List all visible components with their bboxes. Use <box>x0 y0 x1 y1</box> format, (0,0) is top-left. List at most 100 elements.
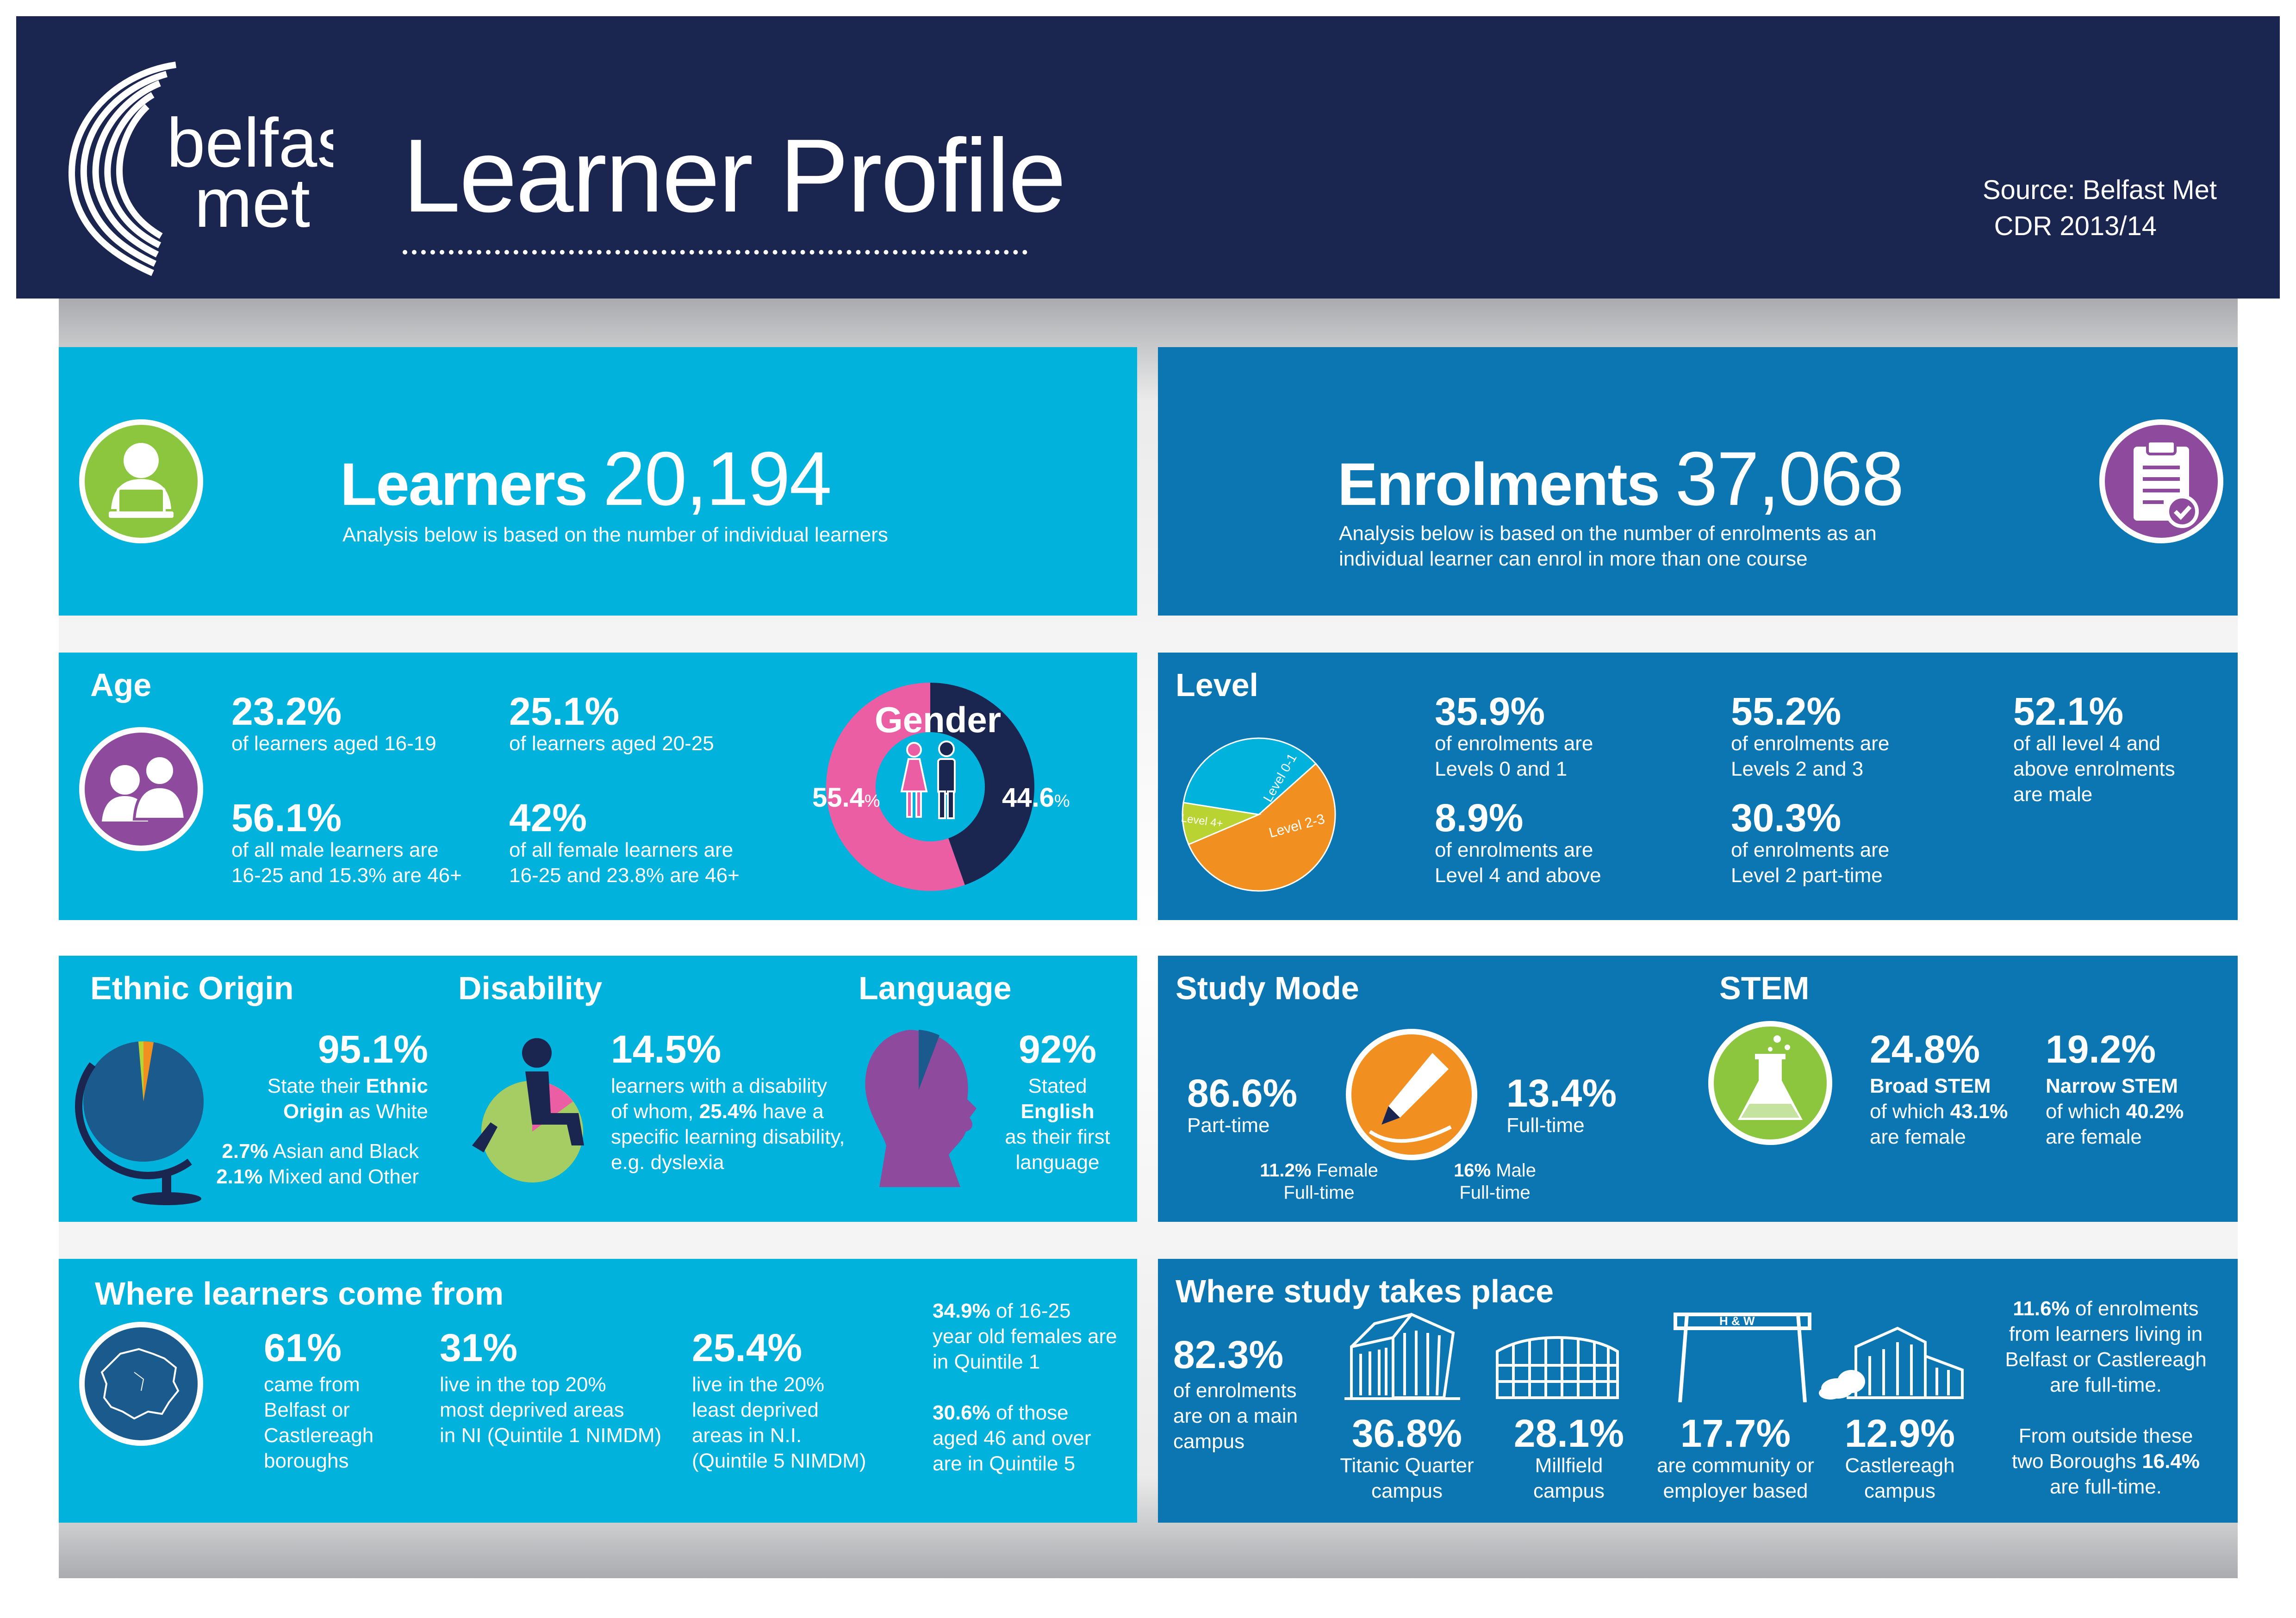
campus-value: 28.1% <box>1513 1412 1624 1455</box>
disability-text: of whom, <box>611 1100 699 1123</box>
narrow-stem-value: 19.2% <box>2046 1027 2156 1071</box>
source-note: Source: Belfast Met CDR 2013/14 <box>1851 172 2217 245</box>
ethnic-minor-groups: 2.7% Asian and Black 2.1% Mixed and Othe… <box>190 1139 419 1189</box>
age-stat-value: 23.2% <box>231 690 342 733</box>
parttime-stat: 86.6% Part-time <box>1187 1074 1297 1138</box>
ethnic-asian-text: Asian and Black <box>268 1140 419 1163</box>
campus-stat-castlereagh: 12.9% Castlereagh campus <box>1826 1414 1974 1504</box>
stem-heading: STEM <box>1719 970 1810 1006</box>
crane-letters: H & W <box>1719 1314 1755 1328</box>
ethnic-stat: 95.1% State their Ethnic Origin as White <box>236 1030 428 1124</box>
fulltime-note-text: two Boroughs <box>2011 1450 2142 1473</box>
campus-value: 17.7% <box>1680 1412 1791 1455</box>
level-stat-label: above enrolments <box>2013 758 2175 780</box>
gender-male-value: 44.6 <box>1002 783 1054 813</box>
where-from-line: areas in N.I. <box>692 1424 802 1447</box>
globe-icon <box>75 1041 204 1205</box>
language-line-1: Stated <box>1028 1075 1087 1097</box>
broad-stem-line: of which 43.1% <box>1870 1099 2008 1124</box>
campus-line: Castlereagh <box>1845 1454 1955 1477</box>
titanic-building-icon <box>1344 1313 1460 1400</box>
level-stat-label: Levels 2 and 3 <box>1731 758 1864 780</box>
fulltime-note-1-value: 11.6% <box>2013 1297 2070 1320</box>
fulltime-note-1-line-3: Belfast or Castlereagh <box>2005 1348 2207 1371</box>
broad-stem-female: are female <box>1870 1126 1966 1148</box>
level-slice-4-plus <box>1182 802 1262 846</box>
fulltime-note-1-line-1: 11.6% of enrolments <box>1985 1296 2226 1321</box>
fulltime-note-1-line-2: from learners living in <box>2009 1323 2203 1345</box>
broad-stem-stat: 24.8% Broad STEM of which 43.1% are fema… <box>1870 1030 2008 1150</box>
ethnic-text: State their <box>267 1075 366 1097</box>
ethnic-mixed-value: 2.1% <box>216 1165 263 1188</box>
where-from-line: boroughs <box>264 1450 349 1472</box>
quintile-note-1-line-3: in Quintile 1 <box>933 1350 1040 1373</box>
gender-female-label: 55.4% <box>812 782 880 813</box>
gender-heading: Gender <box>875 699 1002 740</box>
language-line-4: language <box>1015 1151 1100 1174</box>
age-stat-value: 56.1% <box>231 796 342 840</box>
where-from-line: came from <box>264 1373 360 1396</box>
male-fulltime-line-2: Full-time <box>1459 1182 1531 1203</box>
age-heading: Age <box>90 667 152 703</box>
disability-bold: 25.4% <box>699 1100 757 1123</box>
enrolments-note-line-1: Analysis below is based on the number of… <box>1339 522 1877 545</box>
laptop-user-icon <box>79 419 203 543</box>
learners-label: Learners <box>340 450 588 518</box>
age-stat-male: 56.1% of all male learners are 16-25 and… <box>231 798 462 888</box>
ethnic-value: 95.1% <box>317 1027 428 1071</box>
campus-value: 12.9% <box>1844 1412 1955 1455</box>
castlereagh-building-icon <box>1819 1326 1964 1400</box>
level-pie-chart: Level 0-1 Level 2-3 Level 4+ <box>1180 737 1336 892</box>
source-line-1: Source: Belfast Met <box>1982 175 2217 205</box>
quintile-note-1-line-2: year old females are <box>933 1325 1117 1348</box>
level-stat-label: are male <box>2013 783 2093 806</box>
where-from-line: Belfast or <box>264 1399 350 1421</box>
disability-heading: Disability <box>458 970 603 1006</box>
level-stat-label: of enrolments are <box>1435 839 1593 861</box>
where-from-panel <box>59 1259 1137 1523</box>
age-stat-value: 42% <box>509 796 587 840</box>
main-campus-line: campus <box>1173 1430 1245 1453</box>
level-stat-value: 55.2% <box>1731 690 1842 733</box>
where-from-line: (Quintile 5 NIMDM) <box>692 1450 866 1472</box>
age-stat-label: 16-25 and 15.3% are 46+ <box>231 864 462 887</box>
campus-line: employer based <box>1663 1480 1808 1502</box>
ethnic-asian-line: 2.7% Asian and Black <box>190 1139 419 1164</box>
quintile-note-2-value: 30.6% <box>933 1401 990 1424</box>
logo-text-belfast: belfast <box>167 104 333 181</box>
main-campus-value: 82.3% <box>1173 1333 1284 1376</box>
ethnic-asian-value: 2.7% <box>222 1140 268 1163</box>
studymode-stem-panel <box>1158 956 2238 1222</box>
age-stat-label: of learners aged 20-25 <box>509 732 714 755</box>
campus-line: campus <box>1371 1480 1443 1502</box>
level-stat-label: Levels 0 and 1 <box>1435 758 1568 780</box>
where-from-value: 61% <box>264 1326 342 1369</box>
learners-panel <box>59 347 1137 616</box>
quintile-note-2-line-2: aged 46 and over <box>933 1427 1091 1450</box>
ethnic-heading: Ethnic Origin <box>90 970 294 1006</box>
parttime-label: Part-time <box>1187 1114 1270 1137</box>
flask-icon <box>1708 1021 1832 1145</box>
logo-text-met: met <box>194 164 310 242</box>
where-from-stat-deprived: 31% live in the top 20% most deprived ar… <box>440 1328 661 1448</box>
enrolments-note: Analysis below is based on the number of… <box>1339 521 1877 572</box>
campus-stat-millfield: 28.1% Millfield campus <box>1486 1414 1652 1504</box>
age-stat-label: of learners aged 16-19 <box>231 732 436 755</box>
female-fulltime-line-1: 11.2% Female <box>1240 1159 1398 1182</box>
fulltime-stat: 13.4% Full-time <box>1506 1074 1617 1138</box>
pen-icon <box>1346 1029 1477 1160</box>
where-study-fulltime-notes: 11.6% of enrolments from learners living… <box>1985 1296 2226 1500</box>
broad-stem-text: of which <box>1870 1100 1950 1123</box>
gender-female-pct: % <box>864 791 880 811</box>
fulltime-note-1-line-4: are full-time. <box>2049 1374 2162 1396</box>
narrow-stem-line: of which 40.2% <box>2046 1099 2184 1124</box>
where-from-heading: Where learners come from <box>95 1276 504 1312</box>
age-stat-label: of all male learners are <box>231 839 439 861</box>
campus-line: campus <box>1533 1480 1605 1502</box>
female-figure-icon <box>900 742 928 818</box>
narrow-stem-female: are female <box>2046 1126 2142 1148</box>
disability-stat: 14.5% learners with a disability of whom… <box>611 1030 845 1175</box>
level-stat-value: 35.9% <box>1435 690 1545 733</box>
fulltime-note-text: of enrolments <box>2069 1297 2199 1320</box>
female-fulltime-value: 11.2% <box>1260 1160 1312 1181</box>
